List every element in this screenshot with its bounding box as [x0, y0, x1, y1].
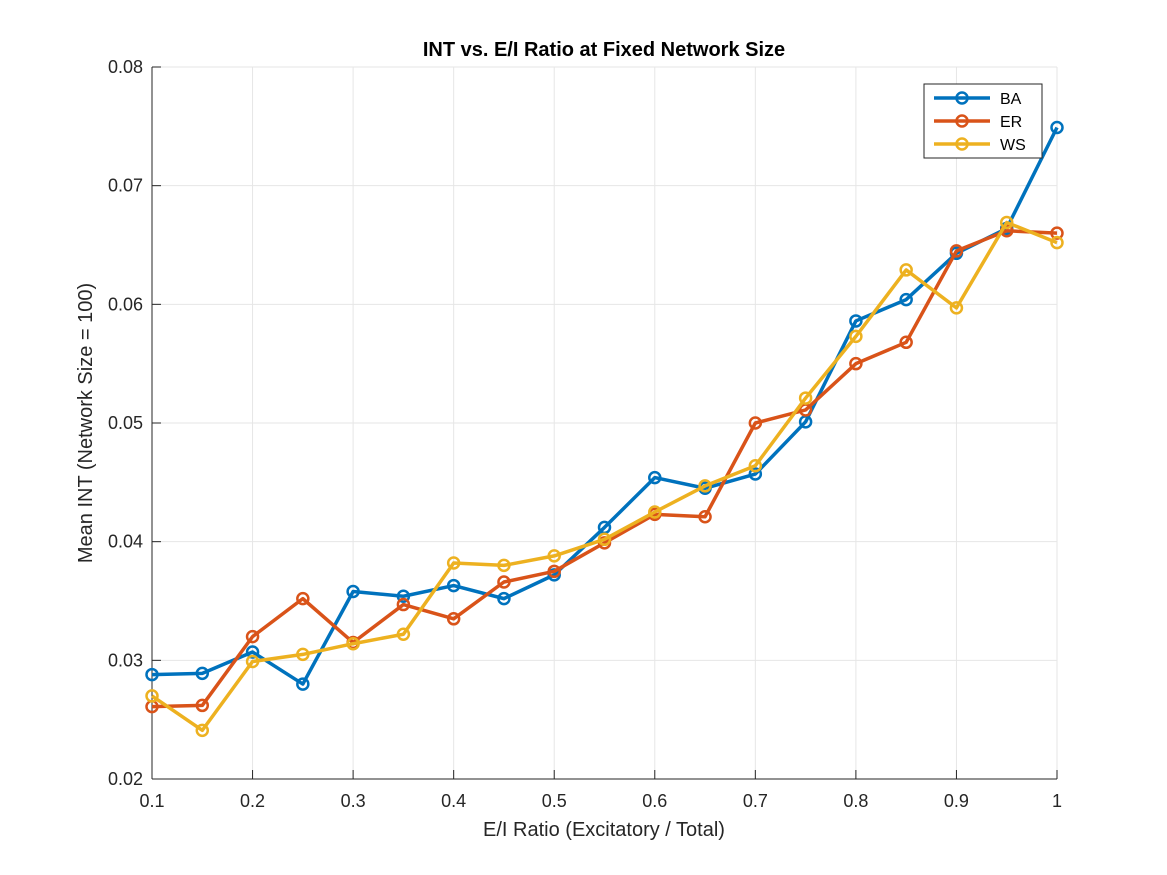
data-point-ba [145, 667, 159, 682]
legend-entry-er: ER [934, 114, 1022, 131]
data-point-ba [346, 584, 360, 599]
data-point-ws [346, 636, 360, 651]
data-point-er [899, 335, 913, 350]
data-point-er [748, 416, 763, 430]
legend-marker-ws [955, 137, 969, 151]
x-tick-label: 1 [1052, 791, 1062, 811]
x-tick-label: 0.8 [843, 791, 868, 811]
data-point-ws [949, 301, 964, 315]
data-point-ws [497, 558, 511, 573]
data-point-ba [296, 677, 310, 691]
chart-title: INT vs. E/I Ratio at Fixed Network Size [423, 39, 785, 61]
x-axis-label: E/I Ratio (Excitatory / Total) [483, 819, 725, 841]
data-point-er [245, 629, 260, 644]
data-point-er [1050, 226, 1064, 240]
legend-label-ws: WS [1000, 137, 1026, 154]
data-point-ba [849, 314, 863, 328]
data-point-ws [648, 505, 662, 519]
data-point-ba [245, 645, 260, 659]
data-point-er [296, 591, 310, 606]
data-point-ws [1050, 235, 1064, 250]
data-point-er [698, 509, 712, 524]
data-point-er [396, 597, 411, 612]
data-point-ws [296, 647, 310, 662]
legend-label-er: ER [1000, 114, 1022, 131]
series-line-er [151, 229, 1058, 709]
data-point-ws [798, 391, 813, 405]
data-point-ws [245, 654, 260, 669]
data-point-ws [999, 215, 1014, 230]
series-ba [145, 120, 1064, 691]
series-er [145, 224, 1064, 714]
data-point-er [497, 575, 511, 589]
series-line-ba [151, 126, 1059, 686]
legend: BA ER WS [923, 83, 1043, 159]
legend-marker-ba [955, 91, 969, 105]
data-point-er [949, 244, 964, 258]
ticks: 0.1 0.2 0.3 0.4 0.5 0.6 0.7 0.8 0.9 1 0.02 0.03 0.04… [108, 57, 1062, 811]
data-point-er [446, 612, 461, 626]
data-point-ws [396, 627, 411, 641]
data-point-ba [446, 578, 461, 593]
data-point-ws [597, 532, 612, 547]
data-point-ba [497, 591, 511, 606]
x-tick-label: 0.7 [743, 791, 768, 811]
y-tick-label: 0.07 [108, 176, 143, 196]
y-tick-label: 0.06 [108, 294, 143, 314]
x-tick-label: 0.2 [240, 791, 265, 811]
data-point-ws [446, 556, 461, 570]
x-tick-label: 0.9 [944, 791, 969, 811]
legend-marker-er [955, 114, 969, 128]
y-tick-label: 0.03 [108, 650, 143, 670]
data-point-ws [547, 549, 561, 563]
data-point-ba [899, 292, 913, 307]
data-point-ws [195, 723, 210, 738]
data-point-ba [396, 589, 411, 604]
x-tick-label: 0.4 [441, 791, 466, 811]
y-tick-label: 0.04 [108, 532, 143, 552]
x-tick-label: 0.3 [341, 791, 366, 811]
y-axis-label: Mean INT (Network Size = 100) [75, 283, 97, 563]
data-point-ba [195, 666, 210, 681]
x-tick-label: 0.6 [642, 791, 667, 811]
data-point-ws [748, 458, 763, 473]
y-tick-label: 0.08 [108, 57, 143, 77]
data-point-ws [698, 479, 712, 493]
series-line-ws [151, 220, 1058, 733]
x-tick-label: 0.1 [139, 791, 164, 811]
legend-label-ba: BA [1000, 91, 1022, 108]
y-tick-label: 0.02 [108, 769, 143, 789]
series-layer [145, 120, 1064, 738]
data-point-ws [849, 329, 863, 344]
data-point-er [547, 564, 561, 579]
legend-entry-ws: WS [934, 137, 1026, 154]
series-ws [145, 215, 1064, 738]
y-tick-label: 0.05 [108, 413, 143, 433]
data-point-er [195, 698, 210, 713]
data-point-ws [899, 263, 913, 277]
data-point-ba [1050, 120, 1064, 135]
x-tick-label: 0.5 [542, 791, 567, 811]
data-point-ba [748, 467, 763, 481]
data-point-er [849, 356, 863, 371]
data-point-ba [648, 470, 662, 485]
data-point-ws [145, 689, 159, 703]
legend-entry-ba: BA [934, 91, 1022, 108]
